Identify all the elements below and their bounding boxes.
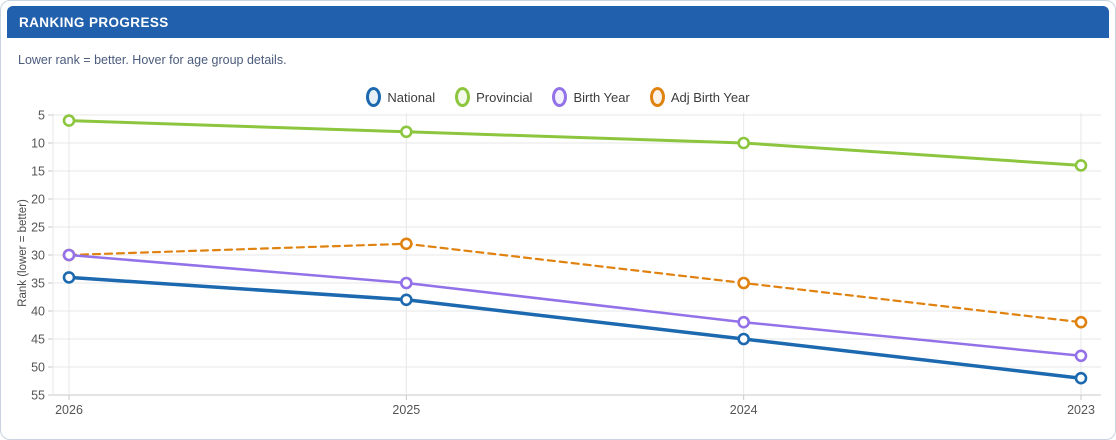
card-title: RANKING PROGRESS [19, 14, 169, 30]
legend-ring-icon [552, 87, 568, 107]
legend-ring-icon [649, 87, 665, 107]
data-point-provincial-2023[interactable] [1074, 159, 1088, 172]
series-line-national [67, 275, 1083, 380]
data-point-birth-year-2026[interactable] [62, 248, 76, 262]
data-point-national-2026[interactable] [62, 271, 76, 284]
y-tick-label: 45 [31, 333, 45, 347]
series-line-adj-birth-year [67, 242, 1083, 324]
y-tick-label: 50 [31, 361, 45, 375]
y-tick-label: 35 [31, 277, 45, 291]
legend-label: National [387, 89, 436, 105]
y-tick-label: 10 [31, 137, 45, 151]
data-point-adj-birth-year-2023[interactable] [1074, 315, 1088, 329]
y-tick-label: 40 [31, 305, 45, 319]
series-line-birth-year [67, 253, 1083, 358]
legend-label: Adj Birth Year [670, 89, 750, 105]
x-tick-label-2024: 2024 [730, 403, 758, 417]
data-point-provincial-2024[interactable] [737, 136, 750, 150]
card-header: RANKING PROGRESS [7, 6, 1109, 38]
series-line-provincial [67, 119, 1083, 167]
y-tick-label: 5 [38, 109, 45, 123]
y-tick-label: 25 [31, 221, 45, 235]
data-point-national-2023[interactable] [1074, 371, 1088, 385]
legend-item-national[interactable]: National [366, 87, 435, 107]
legend-item-provincial[interactable]: Provincial [455, 87, 532, 107]
y-tick-label: 15 [31, 165, 45, 179]
data-point-provincial-2025[interactable] [400, 125, 413, 139]
legend-item-adj-birth-year[interactable]: Adj Birth Year [649, 87, 750, 107]
data-point-adj-birth-year-2025[interactable] [400, 237, 413, 251]
legend-label: Provincial [476, 89, 533, 105]
legend-label: Birth Year [573, 89, 630, 105]
data-point-adj-birth-year-2024[interactable] [737, 276, 750, 290]
chart-legend: National Provincial Birth Year Adj Birth Ye… [1, 86, 1115, 108]
data-point-national-2024[interactable] [737, 332, 750, 346]
data-point-birth-year-2024[interactable] [737, 315, 750, 329]
data-point-birth-year-2025[interactable] [400, 276, 413, 290]
data-point-national-2025[interactable] [400, 293, 413, 307]
x-tick-label-2026: 2026 [55, 403, 83, 417]
legend-ring-icon [455, 87, 471, 107]
chart-subtitle: Lower rank = better. Hover for age group… [18, 53, 287, 67]
legend-ring-icon [366, 87, 382, 107]
y-tick-label: 20 [31, 193, 45, 207]
data-point-provincial-2026[interactable] [62, 114, 76, 127]
y-tick-label: 30 [31, 249, 45, 263]
y-axis-title: Rank (lower = better) [17, 199, 29, 307]
x-tick-label-2023: 2023 [1067, 403, 1095, 417]
data-point-birth-year-2023[interactable] [1074, 349, 1088, 363]
legend-item-birth-year[interactable]: Birth Year [552, 87, 630, 107]
x-tick-label-2025: 2025 [392, 403, 420, 417]
y-tick-label: 55 [31, 389, 45, 403]
